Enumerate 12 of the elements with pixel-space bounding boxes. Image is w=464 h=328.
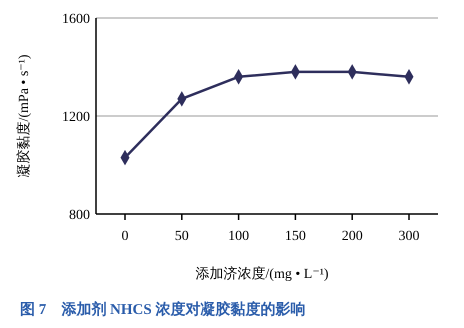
y-tick-label: 1200 xyxy=(62,110,90,125)
y-tick-label: 800 xyxy=(69,208,90,223)
text: 图 7 添加剂 NHCS 浓度对凝胶黏度的影响 xyxy=(20,300,306,318)
x-tick-label: 100 xyxy=(228,229,250,244)
x-tick-label: 50 xyxy=(174,229,189,244)
x-tick-label: 150 xyxy=(284,229,306,244)
y-tick-label: 1600 xyxy=(62,12,90,27)
x-tick-label: 0 xyxy=(122,229,128,244)
x-tick-label: 200 xyxy=(342,229,363,244)
x-axis-title: 添加济浓度/(mg • L⁻¹) xyxy=(195,266,329,282)
x-tick-label: 300 xyxy=(398,229,420,244)
y-axis-title: 凝胶黏度/(mPa • s⁻¹) xyxy=(16,54,32,178)
